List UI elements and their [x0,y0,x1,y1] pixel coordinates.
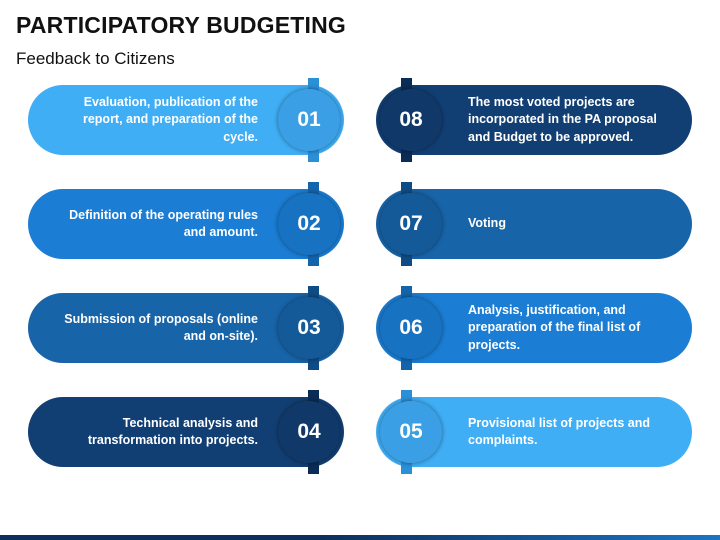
step-number-badge: 02 [278,193,340,255]
page-subtitle: Feedback to Citizens [16,49,175,68]
step-number-badge: 07 [380,193,442,255]
step-07: Voting 07 [376,182,692,266]
step-number-badge: 01 [278,89,340,151]
step-08: The most voted projects are incorporated… [376,78,692,162]
step-text: Submission of proposals (online and on-s… [64,311,258,344]
step-text: Provisional list of projects and complai… [468,415,650,448]
step-05: Provisional list of projects and complai… [376,390,692,474]
step-text: Technical analysis and transformation in… [87,415,258,448]
step-text: Definition of the operating rules and am… [69,207,258,240]
step-01: Evaluation, publication of the report, a… [28,78,344,162]
step-02: Definition of the operating rules and am… [28,182,344,266]
footer-band [0,535,720,540]
step-03: Submission of proposals (online and on-s… [28,286,344,370]
page-title: PARTICIPATORY BUDGETING [16,12,347,38]
step-text: The most voted projects are incorporated… [468,94,657,144]
step-number-badge: 06 [380,297,442,359]
step-number-badge: 08 [380,89,442,151]
step-number-badge: 03 [278,297,340,359]
step-text: Voting [468,216,506,231]
step-text: Evaluation, publication of the report, a… [82,94,258,144]
step-text: Analysis, justification, and preparation… [468,302,641,352]
step-06: Analysis, justification, and preparation… [376,286,692,370]
step-04: Technical analysis and transformation in… [28,390,344,474]
step-number-badge: 04 [278,401,340,463]
step-number-badge: 05 [380,401,442,463]
